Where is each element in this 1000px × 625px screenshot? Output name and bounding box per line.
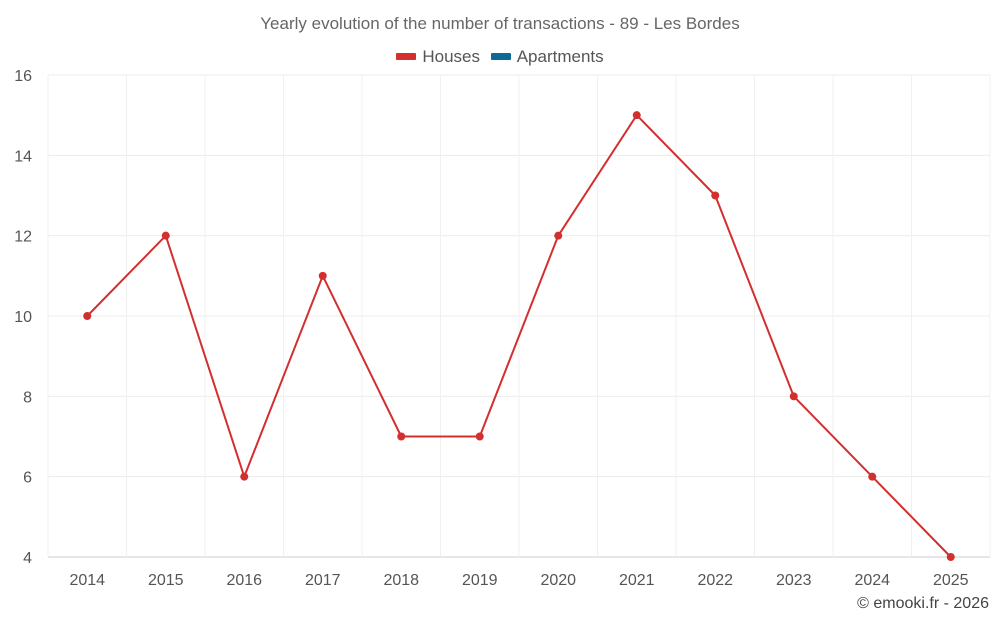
data-point-houses — [318, 271, 327, 280]
legend-swatch-apartments — [490, 53, 511, 60]
y-tick-label: 4 — [23, 550, 32, 567]
legend-swatch-houses — [396, 53, 417, 60]
data-point-houses — [397, 432, 406, 441]
data-point-houses — [868, 472, 877, 481]
x-tick-label: 2016 — [226, 572, 262, 589]
data-point-houses — [711, 191, 720, 200]
x-tick-label: 2021 — [619, 572, 655, 589]
x-tick-label: 2023 — [776, 572, 812, 589]
data-point-houses — [475, 432, 484, 441]
credit-text: © emooki.fr - 2026 — [857, 595, 989, 612]
data-point-houses — [789, 392, 798, 401]
x-tick-label: 2018 — [383, 572, 419, 589]
x-tick-label: 2019 — [462, 572, 498, 589]
chart-legend: Houses Apartments — [0, 45, 1000, 67]
x-tick-label: 2020 — [540, 572, 576, 589]
legend-item-apartments[interactable]: Apartments — [490, 46, 604, 67]
y-tick-label: 8 — [23, 389, 32, 406]
x-tick-label: 2015 — [148, 572, 184, 589]
y-tick-label: 6 — [23, 470, 32, 487]
x-tick-label: 2017 — [305, 572, 341, 589]
series-line-houses — [86, 114, 952, 558]
legend-label-apartments: Apartments — [516, 46, 604, 66]
y-tick-label: 14 — [14, 148, 32, 165]
data-point-houses — [240, 472, 249, 481]
data-point-houses — [161, 231, 170, 240]
legend-item-houses[interactable]: Houses — [396, 47, 480, 67]
legend-label-houses: Houses — [422, 46, 480, 66]
x-tick-label: 2024 — [854, 572, 890, 589]
x-tick-label: 2014 — [69, 572, 105, 589]
y-tick-label: 16 — [14, 68, 32, 85]
y-tick-label: 12 — [14, 229, 32, 246]
data-point-houses — [946, 553, 955, 561]
data-point-houses — [632, 111, 641, 120]
data-point-houses — [83, 312, 92, 320]
x-tick-label: 2022 — [697, 572, 733, 589]
x-tick-label: 2025 — [933, 572, 969, 589]
chart-title: Yearly evolution of the number of transa… — [260, 14, 740, 33]
data-point-houses — [554, 231, 563, 240]
y-tick-label: 10 — [14, 309, 32, 326]
